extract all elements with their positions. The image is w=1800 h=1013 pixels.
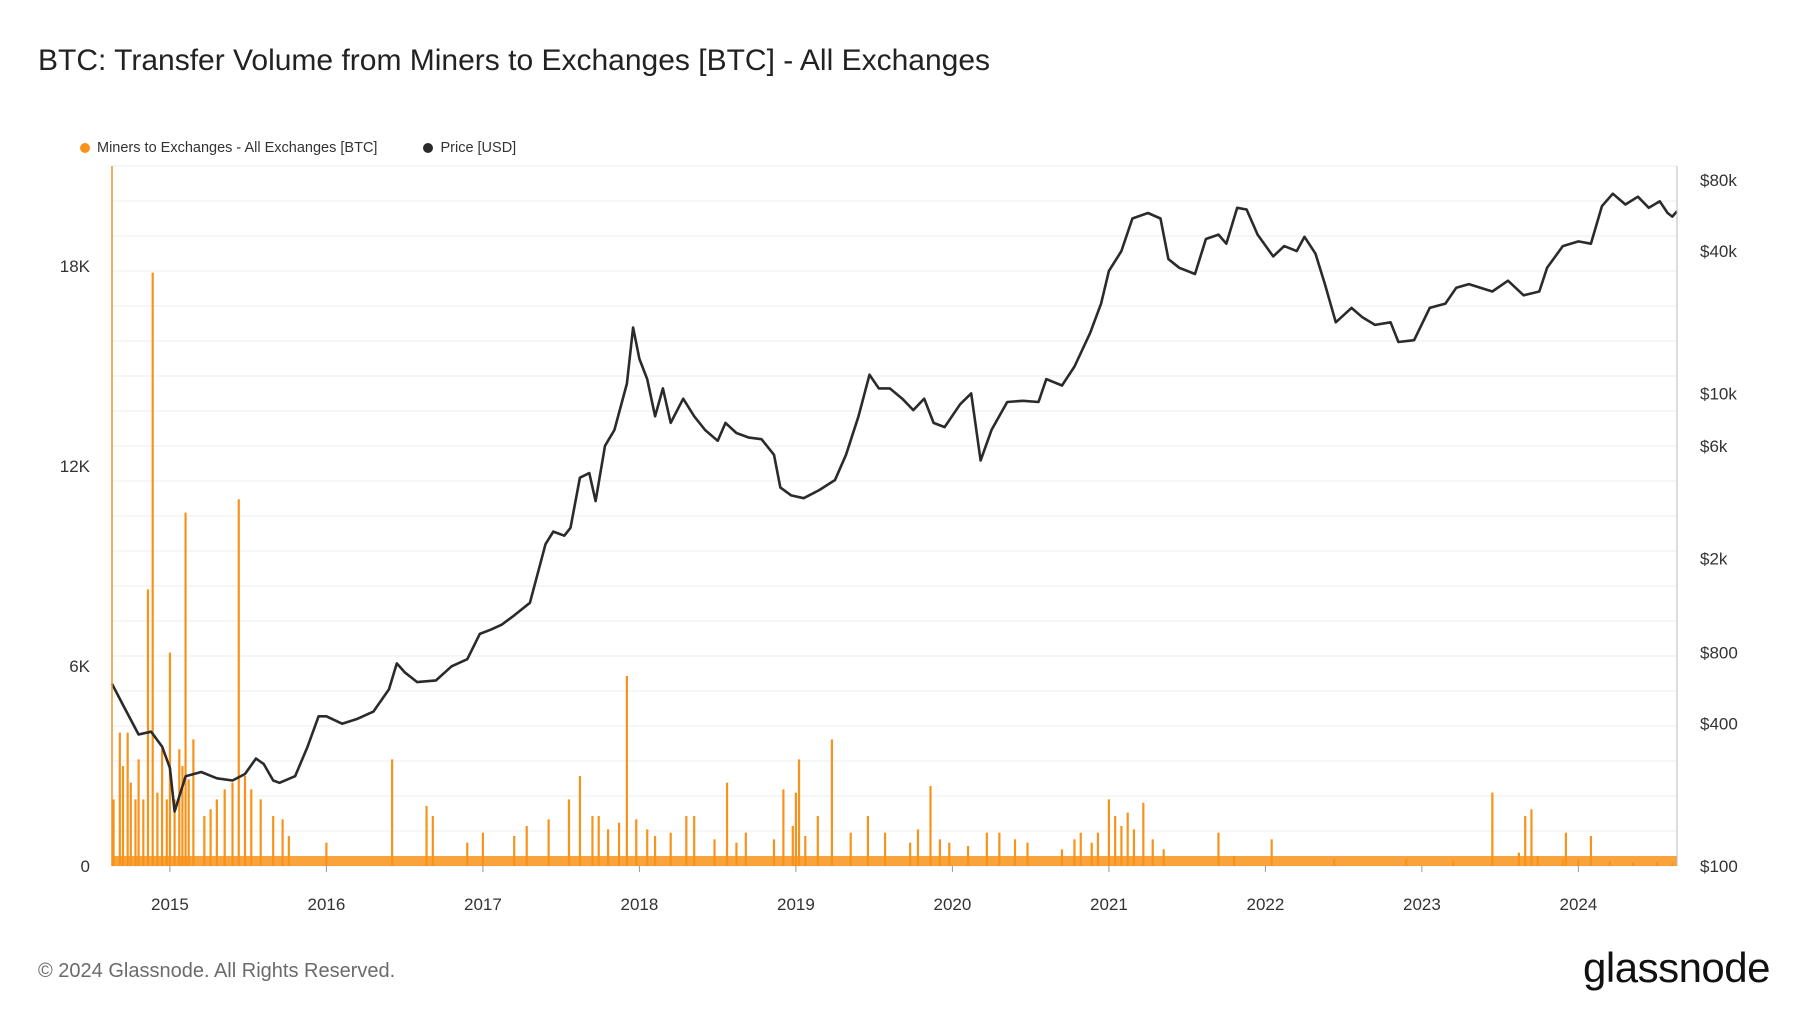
- x-tick-label: 2018: [620, 895, 658, 914]
- price-series: [110, 192, 1678, 813]
- y-left-tick-label: 0: [81, 857, 90, 876]
- volume-series: [112, 272, 1677, 866]
- legend-volume-swatch-icon: [80, 143, 90, 153]
- chart-title: BTC: Transfer Volume from Miners to Exch…: [38, 44, 991, 77]
- chart-legend: Miners to Exchanges - All Exchanges [BTC…: [80, 140, 516, 156]
- legend-price-swatch-icon: [423, 143, 434, 153]
- x-tick-label: 2023: [1403, 895, 1441, 914]
- x-tick-label: 2024: [1559, 895, 1597, 914]
- x-tick-label: 2019: [777, 895, 815, 914]
- copyright-text: © 2024 Glassnode. All Rights Reserved.: [38, 960, 396, 982]
- y-right-tick-label: $800: [1700, 644, 1738, 663]
- x-tick-label: 2020: [933, 895, 971, 914]
- price-line: [110, 192, 1678, 813]
- y-right-tick-label: $40k: [1700, 242, 1737, 261]
- legend-item-volume[interactable]: Miners to Exchanges - All Exchanges [BTC…: [80, 140, 377, 156]
- y-right-tick-label: $400: [1700, 715, 1738, 734]
- y-right-tick-label: $6k: [1700, 437, 1728, 456]
- legend-item-price[interactable]: Price [USD]: [423, 140, 516, 156]
- y-left-tick-label: 6K: [69, 657, 90, 676]
- y-right-tick-label: $2k: [1700, 550, 1728, 569]
- y-left-tick-label: 12K: [60, 457, 91, 476]
- x-tick-label: 2016: [307, 895, 345, 914]
- axes: 0 6K 12K 18K $100 $400 $800 $2k $6k $10k $40k $80k 2…: [60, 166, 1738, 914]
- volume-baseline-band: [112, 856, 1677, 866]
- y-right-tick-label: $100: [1700, 857, 1738, 876]
- glassnode-logo: glassnode: [1583, 944, 1770, 991]
- y-left-tick-label: 18K: [60, 257, 91, 276]
- legend-volume-label: Miners to Exchanges - All Exchanges [BTC…: [97, 140, 378, 156]
- y-right-tick-label: $10k: [1700, 384, 1737, 403]
- grid-lines: [111, 165, 1678, 867]
- legend-price-label: Price [USD]: [440, 140, 517, 156]
- x-tick-label: 2022: [1246, 895, 1284, 914]
- x-tick-label: 2015: [151, 895, 189, 914]
- y-right-tick-label: $80k: [1700, 171, 1737, 190]
- x-tick-label: 2017: [464, 895, 502, 914]
- x-tick-label: 2021: [1090, 895, 1128, 914]
